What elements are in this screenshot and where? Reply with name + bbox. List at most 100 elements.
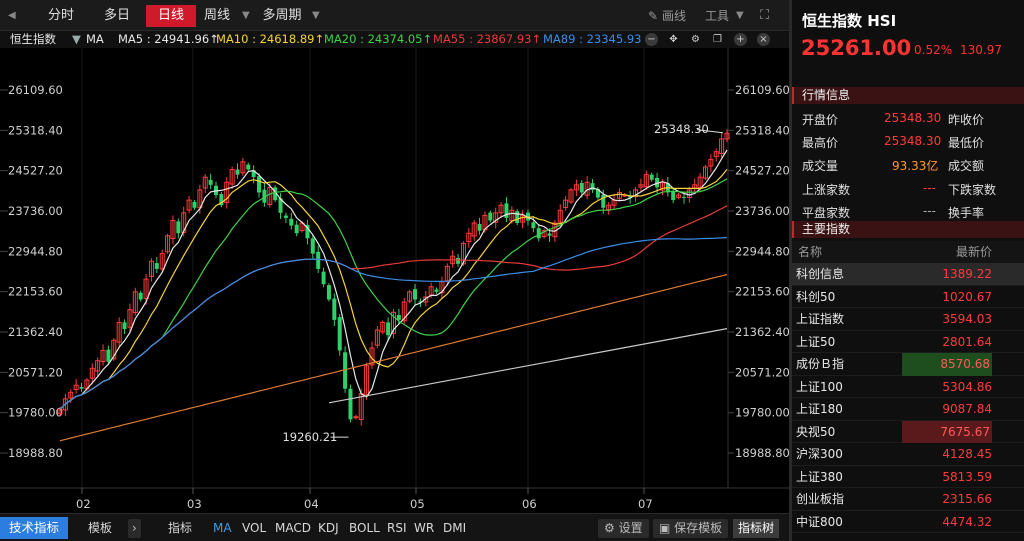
- y-tick-label-left: 26109.60: [8, 83, 63, 97]
- candle-body-up: [713, 151, 719, 158]
- candle-body-up: [202, 176, 208, 189]
- high-annotation-label: 25348.30: [654, 122, 709, 136]
- turnover-rate-label: 换手率: [948, 206, 985, 220]
- index-row[interactable]: 中证800 4474.32: [792, 511, 1024, 533]
- tab-multiperiod[interactable]: 多周期: [262, 8, 302, 23]
- draw-line-icon[interactable]: ✎: [648, 9, 659, 23]
- index-row[interactable]: 上证180 9087.84: [792, 398, 1024, 421]
- index-price: 2801.64: [942, 334, 992, 349]
- index-name-label: 恒生指数: [10, 32, 56, 46]
- copy-icon[interactable]: ❐: [713, 34, 722, 45]
- ma89-value: MA89 : 23345.93: [543, 32, 642, 46]
- template-arrow-icon[interactable]: ›: [128, 519, 141, 538]
- save-template-button[interactable]: ▣ 保存模板: [653, 519, 729, 538]
- index-row[interactable]: 上证50 2801.64: [792, 331, 1024, 353]
- index-row[interactable]: 科创50 1020.67: [792, 286, 1024, 308]
- fullscreen-icon[interactable]: ⛶: [760, 8, 770, 23]
- candle-body-up: [563, 199, 569, 209]
- index-name: 成份Ｂ指: [796, 357, 845, 371]
- candle-body-up: [498, 204, 504, 214]
- candle-body-down: [122, 322, 127, 330]
- candle-body-down: [595, 188, 600, 198]
- ma-indicator-bar: 恒生指数 ▼ MA MA5 : 24941.96↑ MA10 : 24618.8…: [0, 31, 789, 48]
- settings-button[interactable]: ⚙ 设置: [598, 519, 649, 538]
- indicator-tree-button[interactable]: 指标树: [733, 519, 780, 538]
- index-row[interactable]: 上证指数 3594.03: [792, 308, 1024, 331]
- volume-value: 93.33亿: [892, 159, 939, 173]
- candle-body-down: [396, 314, 401, 320]
- ma-dropdown-icon[interactable]: ▼: [72, 32, 81, 46]
- draw-line-button[interactable]: 画线: [662, 9, 687, 23]
- index-row[interactable]: 科创信息 1389.22: [792, 263, 1024, 286]
- indicator-kdj[interactable]: KDJ: [318, 521, 339, 535]
- indicator-ma[interactable]: MA: [213, 521, 232, 535]
- candle-body-up: [116, 321, 122, 343]
- candle-body-down: [283, 215, 288, 218]
- candle-body-up: [638, 184, 644, 188]
- candle-body-up: [391, 311, 396, 334]
- candle-body-down: [262, 189, 267, 203]
- unchanged-label: 平盘家数: [802, 206, 851, 220]
- tech-indicator-tab[interactable]: 技术指标: [0, 517, 68, 539]
- unchanged-value: ---: [923, 204, 936, 218]
- index-row[interactable]: 央视50 7675.67: [792, 420, 1024, 443]
- candle-body-up: [568, 189, 574, 203]
- indicator-vol[interactable]: VOL: [242, 521, 267, 535]
- indicator-macd[interactable]: MACD: [275, 521, 311, 535]
- multiperiod-dropdown-icon[interactable]: ▼: [312, 10, 320, 21]
- candle-body-up: [89, 367, 95, 379]
- ma20-value: MA20 : 24374.05↑: [324, 32, 433, 46]
- decliners-label: 下跌家数: [948, 183, 997, 197]
- index-row[interactable]: 上证100 5304.86: [792, 376, 1024, 398]
- indicator-rsi[interactable]: RSI: [387, 521, 407, 535]
- ma55-value: MA55 : 23867.93↑: [433, 32, 542, 46]
- tab-weekly[interactable]: 周线: [203, 8, 230, 23]
- menu-caret-icon[interactable]: ◀: [8, 10, 16, 21]
- tab-multiday[interactable]: 多日: [103, 8, 130, 23]
- candle-body-up: [471, 222, 477, 237]
- tools-dropdown-icon[interactable]: ▼: [736, 10, 744, 21]
- y-tick-label-left: 21362.40: [8, 325, 63, 339]
- move-icon[interactable]: ✥: [669, 34, 678, 45]
- template-label[interactable]: 模板: [88, 521, 113, 535]
- index-name: 上证380: [796, 469, 843, 484]
- kline-chart[interactable]: 26109.60 26109.60 25318.40 25318.40 24527.20…: [0, 48, 789, 513]
- long-ma-orange-line: [59, 273, 728, 442]
- close-icon[interactable]: ×: [757, 33, 770, 46]
- candle-body-down: [456, 258, 461, 264]
- index-row[interactable]: 上证380 5813.59: [792, 466, 1024, 488]
- volume-label: 成交量: [802, 159, 839, 173]
- candle-body-up: [240, 161, 246, 174]
- candle-body-up: [100, 349, 106, 363]
- index-row[interactable]: 创业板指 2315.66: [792, 488, 1024, 511]
- settings-gear-icon[interactable]: ⚙: [691, 34, 700, 45]
- candle-body-down: [305, 224, 310, 239]
- candle-body-down: [219, 194, 224, 206]
- index-row[interactable]: 沪深300 4128.45: [792, 443, 1024, 466]
- candle-body-down: [628, 195, 633, 198]
- change-percent: 0.52%: [914, 43, 953, 57]
- candle-body-up: [159, 253, 165, 270]
- candle-body-up: [466, 232, 472, 243]
- index-row[interactable]: 成份Ｂ指 8570.68: [792, 353, 1024, 376]
- indicator-dmi[interactable]: DMI: [443, 521, 467, 535]
- tab-timeshare[interactable]: 分时: [47, 8, 74, 23]
- settings-gear-icon: ⚙: [604, 521, 619, 535]
- index-name: 中证800: [796, 514, 843, 529]
- panel-divider[interactable]: [789, 0, 792, 541]
- candle-body-up: [643, 174, 649, 188]
- index-name: 创业板指: [796, 492, 845, 506]
- indicator-boll[interactable]: BOLL: [349, 521, 380, 535]
- candle-body-down: [655, 177, 660, 188]
- long-ma-grey-line: [328, 328, 728, 404]
- tools-button[interactable]: 工具: [705, 9, 730, 23]
- tab-daily[interactable]: 日线: [146, 5, 196, 27]
- minus-icon[interactable]: −: [645, 33, 658, 46]
- indicator-wr[interactable]: WR: [414, 521, 435, 535]
- index-price: 1389.22: [942, 267, 992, 281]
- y-tick-label-left: 22153.60: [8, 285, 63, 299]
- candle-body-down: [590, 183, 595, 190]
- plus-icon[interactable]: +: [734, 33, 747, 46]
- period-dropdown-icon[interactable]: ▼: [242, 10, 250, 21]
- x-tick-label: 06: [522, 497, 537, 511]
